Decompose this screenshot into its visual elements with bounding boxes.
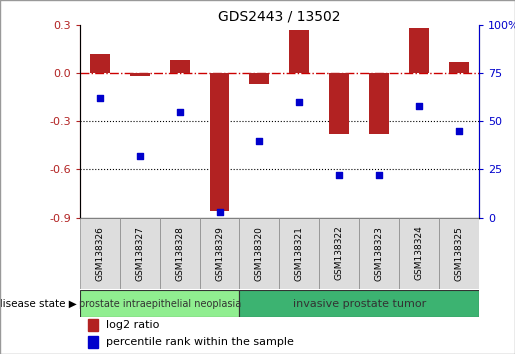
Point <box>135 153 144 159</box>
Text: GSM138324: GSM138324 <box>415 226 423 280</box>
Bar <box>449 62 469 73</box>
Title: GDS2443 / 13502: GDS2443 / 13502 <box>218 10 340 24</box>
Bar <box>130 73 150 76</box>
Bar <box>280 218 319 289</box>
Bar <box>88 319 98 331</box>
Bar <box>359 218 399 289</box>
Text: percentile rank within the sample: percentile rank within the sample <box>106 337 294 347</box>
Bar <box>249 73 269 84</box>
Bar <box>80 290 239 317</box>
Point <box>295 99 303 105</box>
Text: GSM138328: GSM138328 <box>175 225 184 281</box>
Bar <box>329 73 349 134</box>
Bar <box>239 218 280 289</box>
Bar <box>439 218 479 289</box>
Bar <box>169 60 190 73</box>
Text: GSM138323: GSM138323 <box>375 225 384 281</box>
Text: invasive prostate tumor: invasive prostate tumor <box>293 298 426 309</box>
Bar <box>90 54 110 73</box>
Bar <box>369 73 389 134</box>
Bar <box>119 218 160 289</box>
Text: disease state ▶: disease state ▶ <box>0 298 77 309</box>
Point <box>96 95 104 101</box>
Bar <box>210 73 230 211</box>
Point <box>176 109 184 114</box>
Text: GSM138321: GSM138321 <box>295 225 304 281</box>
Point <box>415 103 423 109</box>
Bar <box>239 290 479 317</box>
Point <box>335 172 344 178</box>
Bar <box>289 30 310 73</box>
Bar <box>319 218 359 289</box>
Point <box>255 138 264 143</box>
Text: GSM138329: GSM138329 <box>215 225 224 281</box>
Bar <box>160 218 200 289</box>
Bar <box>80 218 119 289</box>
Bar <box>399 218 439 289</box>
Bar <box>88 336 98 348</box>
Point <box>375 172 383 178</box>
Text: GSM138325: GSM138325 <box>455 225 464 281</box>
Text: prostate intraepithelial neoplasia: prostate intraepithelial neoplasia <box>78 298 241 309</box>
Text: GSM138320: GSM138320 <box>255 225 264 281</box>
Bar <box>200 218 239 289</box>
Text: log2 ratio: log2 ratio <box>106 320 159 330</box>
Bar <box>409 28 429 73</box>
Point <box>215 209 224 215</box>
Point <box>455 128 463 134</box>
Text: GSM138327: GSM138327 <box>135 225 144 281</box>
Text: GSM138322: GSM138322 <box>335 226 344 280</box>
Text: GSM138326: GSM138326 <box>95 225 104 281</box>
